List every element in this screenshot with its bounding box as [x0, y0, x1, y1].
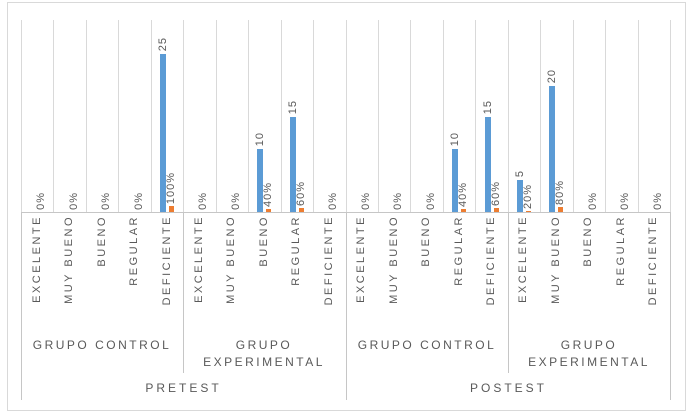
- category-tick-label: DEFICIENTE: [647, 215, 659, 306]
- group-axis-label: GRUPO CONTROL: [32, 338, 172, 352]
- category-axis-divider: [346, 212, 347, 400]
- vertical-gridline: [248, 20, 249, 212]
- category-tick-label: MUY BUENO: [550, 215, 562, 304]
- category-tick-label: MUY BUENO: [388, 215, 400, 304]
- category-tick-label: REGULAR: [615, 215, 627, 286]
- category-tick-label: EXCELENTE: [193, 215, 205, 303]
- vertical-gridline: [151, 20, 152, 212]
- category-tick-label: BUENO: [258, 215, 270, 267]
- count-bar: [452, 149, 458, 212]
- percentage-data-label: 0%: [425, 192, 437, 210]
- test-axis-label: PRETEST: [145, 381, 222, 395]
- vertical-gridline: [410, 20, 411, 212]
- vertical-gridline: [346, 20, 347, 212]
- vertical-gridline: [540, 20, 541, 212]
- vertical-gridline: [53, 20, 54, 212]
- percentage-bar: [558, 207, 563, 212]
- category-axis-divider: [670, 212, 671, 400]
- count-bar: [485, 117, 491, 212]
- category-tick-label: MUY BUENO: [63, 215, 75, 304]
- percentage-data-label: 0%: [360, 192, 372, 210]
- vertical-gridline: [670, 20, 671, 212]
- category-axis-divider: [183, 212, 184, 373]
- percentage-data-label: 0%: [68, 192, 80, 210]
- category-tick-label: MUY BUENO: [225, 215, 237, 304]
- percentage-bar: [461, 209, 466, 212]
- count-data-label: 20: [546, 68, 558, 83]
- percentage-data-label: 40%: [262, 181, 274, 207]
- percentage-bar: [299, 208, 304, 212]
- percentage-data-label: 0%: [100, 192, 112, 210]
- category-tick-label: REGULAR: [128, 215, 140, 286]
- vertical-gridline: [313, 20, 314, 212]
- count-data-label: 25: [157, 36, 169, 51]
- percentage-bar: [494, 208, 499, 212]
- count-bar: [290, 117, 296, 212]
- group-axis-label: GRUPO EXPERIMENTAL: [203, 338, 325, 370]
- vertical-gridline: [281, 20, 282, 212]
- vertical-gridline: [573, 20, 574, 212]
- percentage-data-label: 0%: [652, 192, 664, 210]
- group-axis-label: GRUPO CONTROL: [357, 338, 497, 352]
- percentage-data-label: 0%: [35, 192, 47, 210]
- count-data-label: 15: [482, 99, 494, 114]
- vertical-gridline: [605, 20, 606, 212]
- count-data-label: 10: [254, 131, 266, 146]
- percentage-data-label: 100%: [165, 171, 177, 204]
- count-data-label: 15: [287, 99, 299, 114]
- percentage-data-label: 0%: [327, 192, 339, 210]
- category-tick-label: DEFICIENTE: [485, 215, 497, 306]
- vertical-gridline: [508, 20, 509, 212]
- percentage-data-label: 0%: [197, 192, 209, 210]
- chart-border: [7, 2, 686, 411]
- count-bar: [517, 180, 523, 212]
- count-bar: [160, 54, 166, 212]
- percentage-bar: [526, 211, 531, 212]
- count-bar: [257, 149, 263, 212]
- category-axis-line: [21, 212, 670, 213]
- percentage-bar: [169, 206, 174, 212]
- category-tick-label: DEFICIENTE: [323, 215, 335, 306]
- percentage-data-label: 60%: [490, 180, 502, 206]
- vertical-gridline: [443, 20, 444, 212]
- percentage-data-label: 60%: [295, 180, 307, 206]
- vertical-gridline: [183, 20, 184, 212]
- vertical-gridline: [475, 20, 476, 212]
- category-tick-label: EXCELENTE: [355, 215, 367, 303]
- category-tick-label: EXCELENTE: [31, 215, 43, 303]
- count-bar: [549, 86, 555, 212]
- percentage-data-label: 20%: [522, 183, 534, 209]
- count-data-label: 5: [514, 169, 526, 177]
- percentage-data-label: 0%: [587, 192, 599, 210]
- percentage-data-label: 0%: [133, 192, 145, 210]
- vertical-gridline: [638, 20, 639, 212]
- vertical-gridline: [216, 20, 217, 212]
- category-tick-label: BUENO: [582, 215, 594, 267]
- vertical-gridline: [21, 20, 22, 212]
- percentage-data-label: 0%: [392, 192, 404, 210]
- percentage-data-label: 0%: [230, 192, 242, 210]
- percentage-data-label: 80%: [554, 179, 566, 205]
- category-tick-label: REGULAR: [290, 215, 302, 286]
- category-tick-label: DEFICIENTE: [161, 215, 173, 306]
- category-tick-label: BUENO: [96, 215, 108, 267]
- category-axis-divider: [508, 212, 509, 373]
- vertical-gridline: [378, 20, 379, 212]
- vertical-gridline: [118, 20, 119, 212]
- category-tick-label: EXCELENTE: [517, 215, 529, 303]
- percentage-bar: [266, 209, 271, 212]
- percentage-data-label: 0%: [619, 192, 631, 210]
- category-tick-label: REGULAR: [453, 215, 465, 286]
- group-axis-label: GRUPO EXPERIMENTAL: [528, 338, 650, 370]
- count-data-label: 10: [449, 131, 461, 146]
- category-tick-label: BUENO: [420, 215, 432, 267]
- vertical-gridline: [86, 20, 87, 212]
- test-axis-label: POSTEST: [469, 381, 547, 395]
- percentage-data-label: 40%: [457, 181, 469, 207]
- category-axis-divider: [21, 212, 22, 400]
